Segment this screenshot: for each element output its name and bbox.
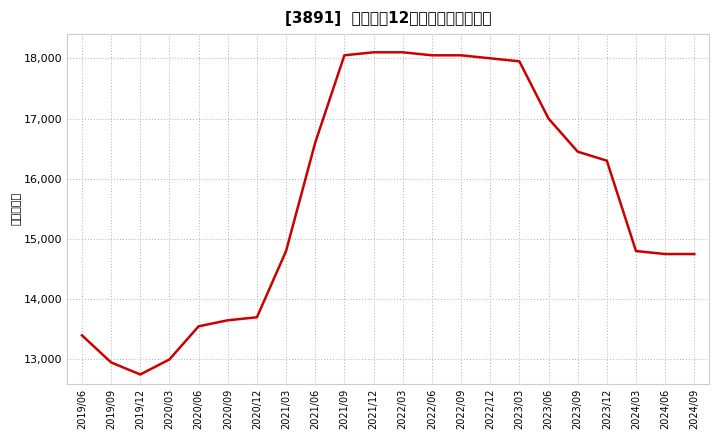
Y-axis label: （百万円）: （百万円） <box>11 192 21 225</box>
Title: [3891]  売上高の12か月移動合計の推移: [3891] 売上高の12か月移動合計の推移 <box>285 11 491 26</box>
